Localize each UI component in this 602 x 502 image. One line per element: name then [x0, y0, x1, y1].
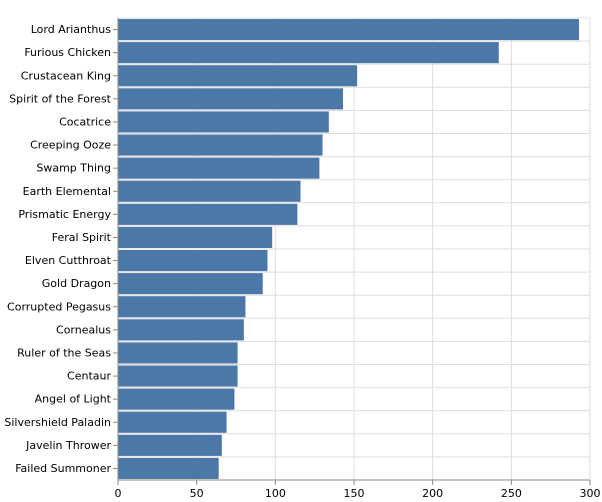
bar [118, 434, 222, 456]
bars [118, 19, 579, 479]
x-tick-label: 100 [265, 487, 286, 500]
category-labels: Lord Arianthus Furious Chicken Crustacean … [4, 23, 111, 475]
grid [117, 17, 591, 481]
category-label: Cornealus [56, 323, 111, 336]
x-tick-label: 300 [580, 487, 601, 500]
bar [118, 134, 323, 156]
bar [118, 65, 358, 87]
bar [118, 111, 329, 133]
category-label: Spirit of the Forest [9, 92, 112, 105]
category-label: Angel of Light [35, 393, 112, 406]
bar [118, 19, 579, 41]
x-tick-label: 50 [190, 487, 204, 500]
category-label: Swamp Thing [36, 162, 111, 175]
x-tick-label: 200 [422, 487, 443, 500]
category-label: Elven Cutthroat [25, 254, 112, 267]
category-label: Feral Spirit [52, 231, 112, 244]
bar [118, 180, 301, 202]
bar [118, 157, 320, 179]
category-label: Cocatrice [59, 115, 111, 128]
bar [118, 388, 235, 410]
bar [118, 250, 268, 272]
category-label: Earth Elemental [23, 185, 111, 198]
bar [118, 342, 238, 364]
bar [118, 226, 273, 248]
category-label: Ruler of the Seas [17, 346, 111, 359]
x-tick-label: 0 [115, 487, 122, 500]
bar [118, 457, 219, 479]
category-label: Corrupted Pegasus [7, 300, 111, 313]
category-label: Creeping Ooze [30, 139, 111, 152]
category-label: Centaur [67, 370, 111, 383]
bar [118, 273, 263, 295]
bar [118, 411, 227, 433]
category-label: Prismatic Energy [18, 208, 111, 221]
x-tick-label: 250 [501, 487, 522, 500]
category-label: Lord Arianthus [31, 23, 112, 36]
axes: 0 50 100 150 200 250 300 [113, 18, 601, 500]
bar [118, 296, 246, 318]
bar [118, 203, 298, 225]
category-label: Silvershield Paladin [4, 416, 111, 429]
category-label: Furious Chicken [24, 46, 111, 59]
bar [118, 88, 343, 110]
bar [118, 319, 244, 341]
bar [118, 365, 238, 387]
category-label: Javelin Thrower [25, 439, 111, 452]
category-label: Gold Dragon [42, 277, 111, 290]
bar [118, 42, 499, 64]
category-label: Failed Summoner [15, 462, 111, 475]
x-tick-label: 150 [344, 487, 365, 500]
category-label: Crustacean King [21, 69, 111, 82]
